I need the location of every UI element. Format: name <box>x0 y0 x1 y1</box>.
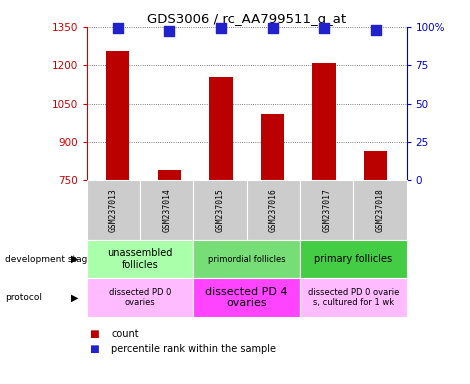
Point <box>269 25 276 31</box>
Text: GSM237015: GSM237015 <box>216 188 225 232</box>
Text: dissected PD 4
ovaries: dissected PD 4 ovaries <box>205 287 288 308</box>
Text: GSM237014: GSM237014 <box>162 188 172 232</box>
Text: dissected PD 0
ovaries: dissected PD 0 ovaries <box>109 288 172 307</box>
Text: GSM237016: GSM237016 <box>269 188 278 232</box>
Bar <box>364 151 387 180</box>
Text: ▶: ▶ <box>71 254 79 264</box>
Point <box>217 25 225 31</box>
Title: GDS3006 / rc_AA799511_g_at: GDS3006 / rc_AA799511_g_at <box>147 13 346 26</box>
Text: primordial follicles: primordial follicles <box>208 255 286 264</box>
Point <box>165 28 173 35</box>
Text: GSM237013: GSM237013 <box>109 188 118 232</box>
Text: ▶: ▶ <box>71 293 79 303</box>
Text: unassembled
follicles: unassembled follicles <box>108 248 173 270</box>
Bar <box>313 63 336 180</box>
Text: GSM237018: GSM237018 <box>376 188 384 232</box>
Bar <box>209 77 233 180</box>
Text: ■: ■ <box>89 329 99 339</box>
Text: dissected PD 0 ovarie
s, cultured for 1 wk: dissected PD 0 ovarie s, cultured for 1 … <box>307 288 399 307</box>
Bar <box>261 114 284 180</box>
Text: protocol: protocol <box>5 293 42 302</box>
Text: development stage: development stage <box>5 255 93 264</box>
Text: count: count <box>111 329 139 339</box>
Bar <box>158 170 181 180</box>
Text: GSM237017: GSM237017 <box>322 188 331 232</box>
Text: ■: ■ <box>89 344 99 354</box>
Text: percentile rank within the sample: percentile rank within the sample <box>111 344 276 354</box>
Point <box>114 25 122 31</box>
Point <box>372 27 379 33</box>
Point <box>321 25 328 31</box>
Text: primary follicles: primary follicles <box>314 254 392 264</box>
Bar <box>106 51 129 180</box>
